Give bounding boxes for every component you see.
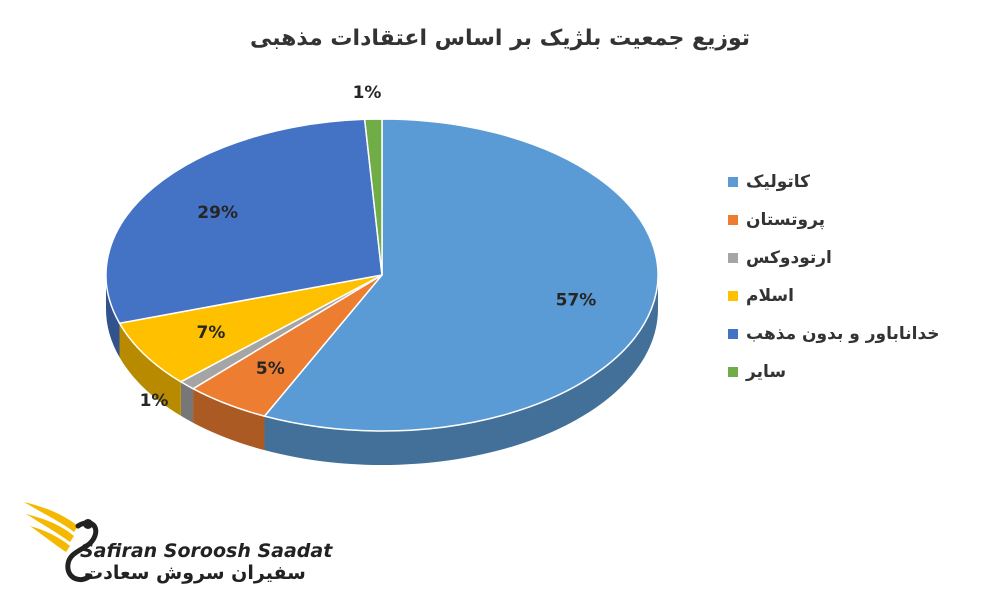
brand-name-en: Safiran Soroosh Saadat xyxy=(80,540,333,562)
pie-slice-side xyxy=(180,381,194,423)
pie-slice xyxy=(105,118,383,325)
legend: کاتولیک پروتستان ارتودوکس اسلام خداناباو… xyxy=(728,168,968,396)
pie-data-label: 7% xyxy=(197,323,226,343)
legend-swatch xyxy=(728,329,738,339)
legend-item: اسلام xyxy=(728,282,968,320)
legend-item: خداناباور و بدون مذهب xyxy=(728,320,968,358)
pie-data-label: 1% xyxy=(353,83,382,103)
legend-swatch xyxy=(728,215,738,225)
brand-name-fa: سفیران سروش سعادت xyxy=(84,562,306,584)
legend-swatch xyxy=(728,177,738,187)
pie-slice xyxy=(263,118,659,432)
pie-data-label: 29% xyxy=(197,203,238,223)
legend-item: سایر xyxy=(728,358,968,396)
pie-slice-side xyxy=(106,275,120,358)
pie-slice-side xyxy=(264,275,658,465)
legend-item: ارتودوکس xyxy=(728,244,968,282)
legend-label: اسلام xyxy=(746,286,794,306)
pie-slice-side xyxy=(193,388,265,451)
pie-slice xyxy=(118,274,383,383)
pie-data-label: 5% xyxy=(256,359,285,379)
legend-item: پروتستان xyxy=(728,206,968,244)
pie-data-label: 57% xyxy=(556,291,597,311)
legend-label: سایر xyxy=(746,362,787,382)
brand-logo-icon xyxy=(24,502,99,582)
legend-swatch xyxy=(728,253,738,263)
pie-slice-side xyxy=(119,323,181,416)
pie-slice xyxy=(363,118,383,276)
legend-item: کاتولیک xyxy=(728,168,968,206)
legend-label: کاتولیک xyxy=(746,172,811,192)
legend-label: پروتستان xyxy=(746,210,826,230)
legend-label: ارتودوکس xyxy=(746,248,832,268)
legend-swatch xyxy=(728,367,738,377)
chart-title: توزیع جمعیت بلژیک بر اساس اعتقادات مذهبی xyxy=(249,26,751,51)
legend-swatch xyxy=(728,291,738,301)
legend-label: خداناباور و بدون مذهب xyxy=(746,324,940,344)
pie-data-label: 1% xyxy=(140,391,169,411)
